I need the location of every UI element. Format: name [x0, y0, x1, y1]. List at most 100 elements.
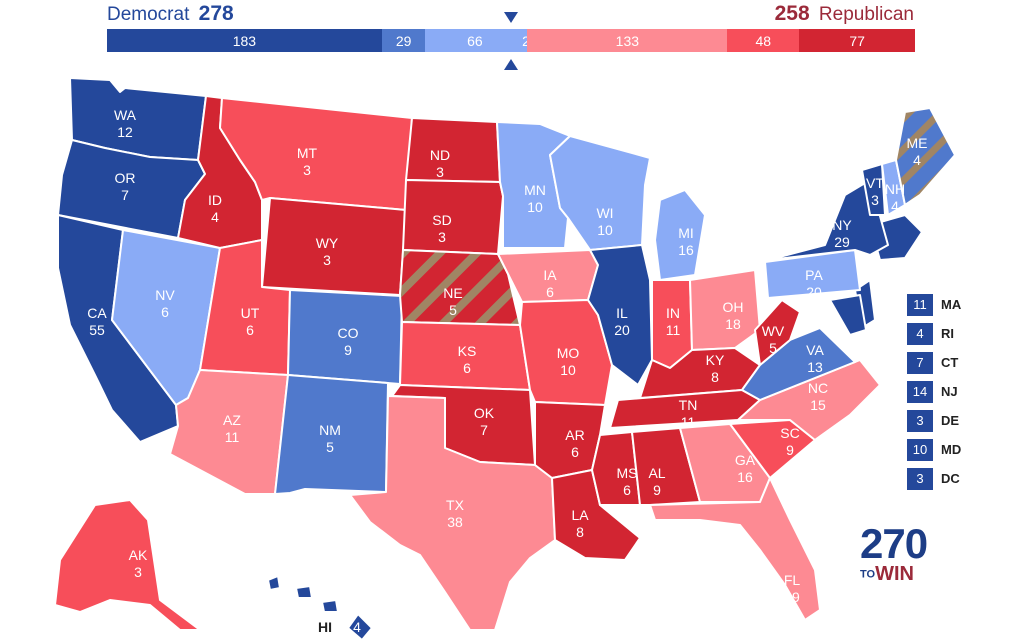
bar-segment-0: 183: [107, 29, 382, 52]
state-label-la: LA 8: [571, 507, 589, 540]
state-label-tx: TX 38: [446, 497, 465, 530]
small-state-abbr: DE: [941, 413, 960, 428]
state-label-id: ID 4: [208, 192, 222, 225]
state-me[interactable]: [895, 107, 956, 206]
state-label-ky: KY 8: [706, 352, 725, 385]
state-ms[interactable]: [591, 431, 641, 506]
bar-segment-1: 29: [381, 29, 426, 52]
state-label-il: IL 20: [614, 305, 630, 338]
state-label-mi: MI 16: [678, 225, 694, 258]
state-label-fl: FL 29: [784, 572, 801, 605]
state-label-wi: WI 10: [596, 205, 613, 238]
state-label-tn: TN 11: [679, 397, 698, 430]
bar-segment-4: 133: [527, 29, 728, 52]
small-state-ma[interactable]: 11 MA: [907, 290, 961, 319]
small-state-abbr: MD: [941, 442, 962, 457]
270-marker-top: [504, 12, 518, 23]
state-label-nd: ND 3: [430, 147, 450, 180]
logo-to: TO: [860, 568, 876, 581]
small-state-abbr: RI: [941, 326, 954, 341]
state-hi[interactable]: [347, 613, 373, 640]
logo-number: 270: [860, 520, 928, 567]
270towin-logo: 270 TOWIN: [860, 520, 940, 585]
small-state-ev: 10: [907, 438, 933, 461]
state-label-pa: PA 20: [805, 267, 823, 300]
state-label-ks: KS 6: [458, 343, 477, 376]
state-label-wy: WY 3: [316, 235, 339, 268]
state-label-wv: WV 5: [762, 323, 785, 356]
state-label-ga: GA 16: [735, 452, 756, 485]
state-label-ny: NY 29: [832, 217, 852, 250]
bar-segment-2: 66: [425, 29, 525, 52]
small-state-ri[interactable]: 4 RI: [907, 319, 961, 348]
hawaii-island-1[interactable]: [267, 575, 281, 591]
state-label-al: AL 9: [648, 465, 665, 498]
state-label-va: VA 13: [806, 342, 824, 375]
logo-win: WIN: [875, 563, 914, 585]
small-state-abbr: DC: [941, 471, 960, 486]
small-state-ev: 4: [907, 322, 933, 345]
small-state-de[interactable]: 3 DE: [907, 406, 961, 435]
hawaii-island-3[interactable]: [321, 599, 339, 613]
state-label-ok: OK 7: [474, 405, 495, 438]
small-state-nj[interactable]: 14 NJ: [907, 377, 961, 406]
small-state-ev: 7: [907, 351, 933, 374]
270-marker-bottom: [504, 59, 518, 70]
state-il[interactable]: [587, 244, 653, 386]
state-sd[interactable]: [402, 179, 504, 255]
small-state-abbr: NJ: [941, 384, 958, 399]
small-state-dc[interactable]: 3 DC: [907, 464, 961, 493]
us-electoral-map: WA 12 OR 7 CA 55 NV 6 ID 4 MT 3 WY 3 UT 6 AZ 11 CO 9 NM 5 ND 3 S…: [54, 77, 956, 640]
small-state-md[interactable]: 10 MD: [907, 435, 961, 464]
state-label-nm: NM 5: [319, 422, 341, 455]
state-label-vt: VT 3: [866, 175, 884, 208]
state-label-sc: SC 9: [780, 425, 799, 458]
state-label-or: OR 7: [115, 170, 136, 203]
state-label-nc: NC 15: [808, 380, 828, 413]
state-label-ca: CA 55: [87, 305, 107, 338]
state-label-ar: AR 6: [565, 427, 584, 460]
democrat-label: Democrat: [107, 4, 190, 25]
small-state-ct[interactable]: 7 CT: [907, 348, 961, 377]
state-mi[interactable]: [654, 189, 706, 281]
state-nd[interactable]: [405, 117, 501, 183]
state-label-az: AZ 11: [223, 412, 241, 445]
bar-segment-3: 2: [522, 29, 530, 52]
republican-label: Republican: [818, 4, 914, 25]
state-label-sd: SD 3: [432, 212, 451, 245]
state-tx[interactable]: [349, 395, 556, 631]
state-label-mo: MO 10: [557, 345, 580, 378]
small-state-abbr: CT: [941, 355, 959, 370]
state-label-nv: NV 6: [155, 287, 175, 320]
state-wv[interactable]: [754, 299, 801, 366]
state-label-in: IN 11: [666, 305, 681, 338]
bar-segment-6: 77: [799, 29, 915, 52]
state-label-hi: HI 4: [318, 619, 361, 635]
bar-segment-5: 48: [727, 29, 800, 52]
state-label-ia: IA 6: [543, 267, 557, 300]
republican-total: 258: [774, 2, 810, 25]
state-label-wa: WA 12: [114, 107, 137, 140]
electoral-vote-bar: 183 29 66 2 133 48 77: [107, 29, 915, 52]
democrat-header: Democrat 278: [107, 2, 238, 26]
small-states-list: 11 MA 4 RI 7 CT 14 NJ 3 DE 10 MD 3 DC: [907, 290, 961, 493]
state-ak[interactable]: [54, 499, 201, 631]
state-oh[interactable]: [689, 269, 761, 351]
maryland-shape[interactable]: [829, 294, 867, 336]
state-label-ne: NE 5: [443, 285, 462, 318]
state-nm[interactable]: [274, 374, 389, 495]
republican-header: 258 Republican: [771, 2, 914, 26]
state-label-ms: MS 6: [617, 465, 638, 498]
small-state-ev: 11: [907, 293, 933, 316]
small-state-ev: 3: [907, 467, 933, 490]
state-vt[interactable]: [861, 163, 886, 216]
small-state-abbr: MA: [941, 297, 962, 312]
state-label-oh: OH 18: [723, 299, 744, 332]
state-label-ut: UT 6: [241, 305, 260, 338]
small-state-ev: 14: [907, 380, 933, 403]
hawaii-island-2[interactable]: [295, 585, 313, 599]
state-label-co: CO 9: [338, 325, 359, 358]
state-label-mn: MN 10: [524, 182, 546, 215]
state-label-ak: AK 3: [129, 547, 148, 580]
small-state-ev: 3: [907, 409, 933, 432]
